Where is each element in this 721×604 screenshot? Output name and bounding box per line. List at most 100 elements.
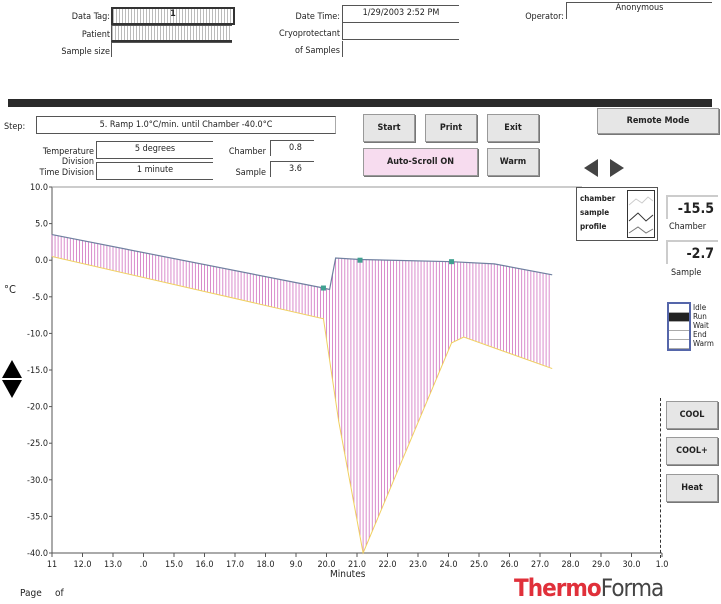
sample-reading: -2.7: [666, 240, 718, 264]
x-tick-label: 28.0: [561, 560, 579, 570]
x-tick-label: 9.0: [290, 560, 303, 570]
x-axis-label: Minutes: [330, 569, 366, 580]
operator-field[interactable]: Anonymous: [566, 2, 712, 19]
step-label: Step:: [4, 122, 26, 132]
legend-swatches: [627, 190, 655, 238]
y-tick-label: 0.0: [35, 256, 48, 266]
auto-scroll-button[interactable]: Auto-Scroll ON: [363, 148, 478, 176]
x-tick-label: 21.0: [348, 560, 366, 570]
status-label-wait: Wait: [693, 321, 709, 330]
chamber-reading: -15.5: [666, 195, 718, 219]
time-division-select[interactable]: 1 minute: [96, 162, 213, 180]
x-tick-label: 24.0: [439, 560, 457, 570]
patient-field[interactable]: [111, 25, 232, 42]
cryoprotectant-label: Cryoprotectant: [279, 29, 340, 39]
x-tick-label: 29.0: [592, 560, 610, 570]
y-tick-label: -25.0: [27, 439, 48, 449]
scroll-up-icon[interactable]: [2, 360, 22, 378]
data-tag-value: 1: [170, 9, 176, 19]
y-tick-label: -35.0: [27, 512, 48, 522]
data-tag-field[interactable]: 1: [111, 7, 235, 25]
status-label-end: End: [693, 330, 707, 339]
x-tick-label: 17.0: [226, 560, 244, 570]
x-tick-label: 23.0: [409, 560, 427, 570]
patient-label: Patient: [81, 30, 110, 40]
scroll-down-icon[interactable]: [2, 380, 22, 398]
status-label-idle: Idle: [693, 303, 707, 312]
series-lower-line: [51, 256, 553, 555]
data-marker: [449, 259, 455, 265]
x-tick-label: 1.0: [656, 560, 669, 570]
x-tick-label: 11: [47, 560, 57, 570]
of-samples-field[interactable]: [342, 41, 459, 57]
cryoprotectant-field[interactable]: [342, 23, 459, 40]
x-tick-label: 26.0: [500, 560, 518, 570]
legend-chamber: chamber: [580, 194, 616, 203]
remote-mode-button[interactable]: Remote Mode: [597, 108, 719, 134]
status-box-wait: [669, 322, 689, 331]
y-scroll-arrows: [2, 360, 22, 398]
temperature-division-select[interactable]: 5 degrees: [96, 141, 213, 159]
warm-button[interactable]: Warm: [487, 148, 539, 176]
time-division-label: Time Division: [39, 168, 94, 178]
y-tick-label: -30.0: [27, 476, 48, 486]
y-tick-label: -20.0: [27, 403, 48, 413]
date-time-label: Date Time:: [295, 12, 340, 22]
temperature-chart: 10.0 5.0 0.0 -5.0 -10.0 -15.0 -20.0 -25.0 -30.0 -…: [27, 183, 669, 570]
status-box-idle: [669, 304, 689, 313]
y-tick-label: -15.0: [27, 366, 48, 376]
status-box-end: [669, 331, 689, 340]
status-box-run: [669, 313, 689, 322]
sample-size-field[interactable]: [111, 42, 232, 57]
x-tick-label: 22.0: [378, 560, 396, 570]
page-of-label: of: [55, 588, 64, 599]
scroll-left-icon[interactable]: [584, 159, 598, 177]
x-tick-label: .0: [140, 560, 148, 570]
chamber-swatch: [628, 196, 654, 206]
of-samples-label: of Samples: [295, 46, 340, 56]
print-button[interactable]: Print: [425, 114, 477, 142]
status-label-run: Run: [693, 312, 707, 321]
sample-setting-label: Sample: [235, 168, 266, 178]
status-label-warm: Warm: [693, 339, 714, 348]
y-tick-label: -5.0: [32, 293, 48, 303]
x-tick-label: 18.0: [256, 560, 274, 570]
logo-forma: Forma: [600, 574, 664, 602]
chart-legend: chamber sample profile: [576, 187, 658, 241]
status-box-warm: [669, 340, 689, 349]
start-button[interactable]: Start: [363, 114, 415, 142]
profile-swatch: [628, 226, 654, 234]
data-marker: [320, 285, 326, 291]
panel-divider: [660, 398, 661, 558]
cool-button[interactable]: COOL: [666, 401, 718, 429]
y-tick-label: 5.0: [35, 220, 48, 230]
y-tick-label: -10.0: [27, 329, 48, 339]
y-tick-label: -40.0: [27, 549, 48, 559]
exit-button[interactable]: Exit: [487, 114, 539, 142]
scroll-right-icon[interactable]: [610, 159, 624, 177]
heat-button[interactable]: Heat: [666, 474, 718, 502]
x-tick-label: 16.0: [195, 560, 213, 570]
operator-label: Operator:: [525, 12, 564, 22]
y-tick-label: 10.0: [30, 183, 48, 193]
step-select[interactable]: 5. Ramp 1.0°C/min. until Chamber -40.0°C: [36, 116, 336, 134]
scroll-arrows: [584, 159, 624, 177]
page-label: Page: [20, 588, 42, 599]
sample-reading-label: Sample: [671, 268, 702, 278]
x-tick-label: 13.0: [104, 560, 122, 570]
legend-profile: profile: [580, 222, 607, 231]
series-upper-line: [51, 233, 553, 291]
status-indicator: Idle Run Wait End Warm: [667, 302, 714, 351]
chamber-setting-value[interactable]: 0.8: [270, 140, 314, 156]
sample-setting-value[interactable]: 3.6: [270, 161, 314, 177]
y-axis-label: °C: [4, 283, 16, 296]
date-time-field[interactable]: 1/29/2003 2:52 PM: [342, 5, 459, 23]
cool-plus-button[interactable]: COOL+: [666, 437, 718, 465]
x-tick-label: 15.0: [165, 560, 183, 570]
thermoforma-logo: ThermoForma: [514, 574, 664, 602]
legend-sample: sample: [580, 208, 610, 217]
x-tick-label: 27.0: [531, 560, 549, 570]
x-tick-label: 25.0: [470, 560, 488, 570]
x-tick-label: 30.0: [622, 560, 640, 570]
x-tick-label: 12.0: [73, 560, 91, 570]
